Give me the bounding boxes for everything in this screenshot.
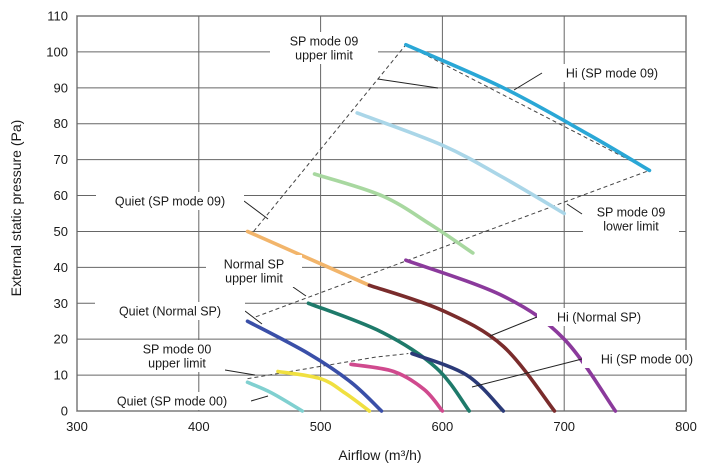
y-axis-title: External static pressure (Pa): [8, 120, 24, 297]
x-tick-label: 300: [66, 419, 88, 434]
series-line: [404, 42, 652, 173]
series-line: [312, 172, 475, 255]
annotation-box: [582, 350, 710, 368]
x-axis-title: Airflow (m³/h): [338, 447, 421, 463]
series-line: [404, 258, 618, 413]
annotation-label: Quiet (Normal SP): [119, 305, 221, 319]
limit-line: [253, 44, 651, 319]
x-tick-label: 700: [553, 419, 575, 434]
y-tick-label: 40: [54, 260, 68, 275]
y-tick-label: 60: [54, 188, 68, 203]
y-tick-label: 80: [54, 116, 68, 131]
annotation-box: [93, 392, 251, 410]
annotation-label: upper limit: [225, 272, 283, 286]
annotation-leader: [243, 200, 269, 220]
annotation-leader: [244, 310, 263, 325]
y-tick-label: 30: [54, 296, 68, 311]
annotation-box: [96, 192, 244, 210]
y-tick-label: 10: [54, 368, 68, 383]
annotation-box: [583, 203, 679, 235]
series-line: [245, 319, 384, 413]
annotation-label: SP mode 09: [290, 35, 359, 49]
annotation-label: Quiet (SP mode 00): [117, 395, 227, 409]
annotation-leader: [224, 369, 256, 376]
x-tick-label: 600: [432, 419, 454, 434]
series-line: [349, 362, 445, 413]
annotation-box: [129, 340, 225, 372]
y-tick-label: 90: [54, 80, 68, 95]
series-line: [410, 351, 506, 413]
annotation-box: [95, 302, 245, 320]
series-line: [245, 229, 372, 288]
annotation-label: SP mode 00: [143, 343, 212, 357]
annotation-box: [206, 255, 302, 287]
series-line: [276, 369, 372, 413]
y-tick-label: 100: [46, 44, 68, 59]
annotation-leader: [471, 358, 583, 388]
annotation-label: SP mode 09: [597, 206, 666, 220]
annotation-label: Normal SP: [224, 258, 284, 272]
y-tick-label: 110: [47, 9, 68, 24]
y-tick-label: 50: [54, 224, 68, 239]
y-tick-label: 70: [54, 152, 68, 167]
annotation-leader: [513, 72, 543, 91]
x-tick-label: 500: [310, 419, 332, 434]
series-layer: [245, 42, 652, 413]
x-tick-label: 800: [675, 419, 697, 434]
series-line: [355, 111, 566, 216]
annotation-box: [537, 308, 661, 326]
annotation-label: Hi (SP mode 09): [566, 67, 658, 81]
annotation-label: Hi (SP mode 00): [601, 353, 693, 367]
series-line: [306, 301, 471, 413]
annotation-label: Quiet (SP mode 09): [115, 195, 225, 209]
annotation-box: [543, 64, 681, 82]
annotation-label: upper limit: [148, 357, 206, 371]
annotation-leader: [292, 286, 307, 297]
series-line: [245, 380, 305, 413]
tick-layer: 300 400 500 600 700 800 0 10 20 30 40 50 60 70 80 90 100…: [46, 9, 697, 435]
annotation-label: lower limit: [603, 220, 659, 234]
annotation-label: Hi (Normal SP): [557, 311, 641, 325]
annotation-leader: [489, 316, 538, 337]
annotation-label: upper limit: [295, 49, 353, 63]
y-tick-label: 0: [61, 404, 68, 419]
annotation-box: [270, 32, 378, 64]
y-tick-label: 20: [54, 332, 68, 347]
annotation-leader: [377, 78, 439, 89]
annotation-leader: [250, 395, 269, 402]
annotation-leader: [566, 203, 583, 215]
series-line: [367, 283, 557, 413]
x-tick-label: 400: [188, 419, 210, 434]
